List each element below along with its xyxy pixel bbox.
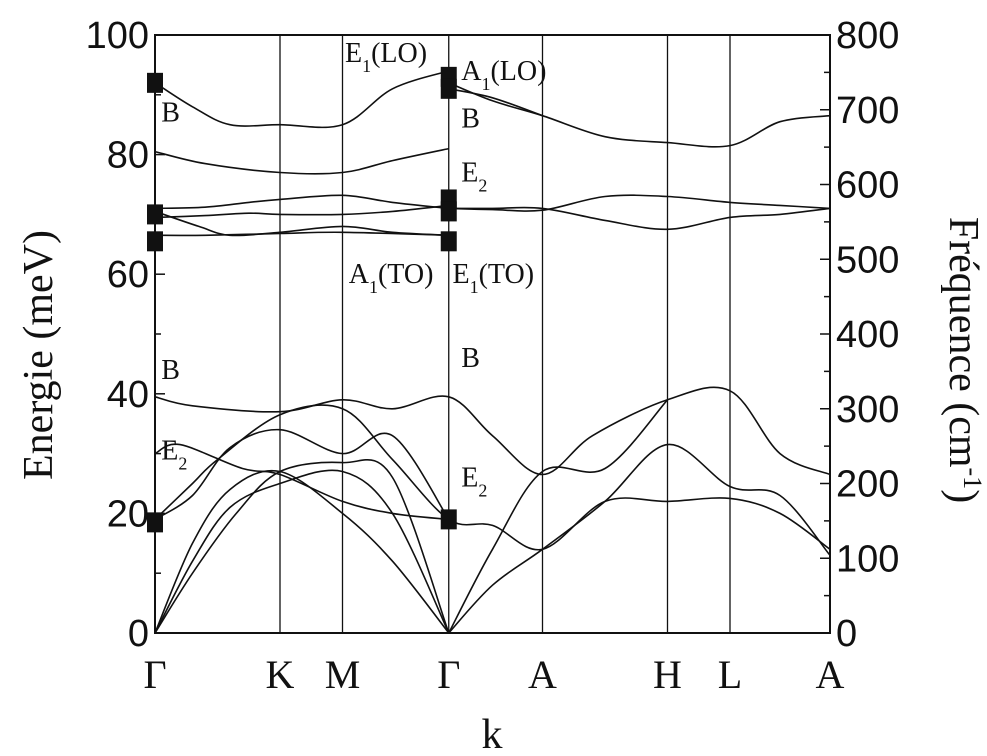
kpoint-label-5: A xyxy=(528,652,557,697)
mode-label-8: B xyxy=(161,355,180,386)
mode-label-3: A1(LO) xyxy=(461,56,546,94)
mode-label-main: A xyxy=(349,259,370,290)
kpoint-label-2: K xyxy=(266,652,295,697)
left-tick-label: 80 xyxy=(107,135,149,177)
left-tick-label: 100 xyxy=(86,15,149,57)
data-marker-6 xyxy=(440,78,457,99)
dispersion-branch-10 xyxy=(448,206,831,231)
mode-label-tail: (LO) xyxy=(490,56,546,87)
mode-label-tail: (TO) xyxy=(479,259,534,290)
mode-label-main: E xyxy=(453,259,470,290)
left-tick-label: 60 xyxy=(107,254,149,296)
kpoint-lines xyxy=(279,35,731,633)
dispersion-branch-16 xyxy=(154,469,450,634)
left-tick-label: 0 xyxy=(128,613,149,655)
kpoint-label-1: Γ xyxy=(143,652,166,697)
kpoint-label-3: M xyxy=(325,652,361,697)
right-tick-label: 0 xyxy=(836,613,857,655)
mode-label-main: B xyxy=(161,98,180,129)
right-tick-label: 800 xyxy=(836,15,899,57)
right-tick-labels: 0 100 200 300 400 500 600 700 800 xyxy=(836,15,899,655)
y-axis-title-left: Energie (meV) xyxy=(16,230,62,480)
mode-label-10: E2 xyxy=(161,436,187,474)
dispersion-branch-2 xyxy=(154,147,449,175)
dispersion-branch-3 xyxy=(154,194,449,210)
dispersion-branch-18 xyxy=(448,443,831,634)
data-marker-9 xyxy=(440,231,457,252)
dispersion-branch-19 xyxy=(448,399,669,634)
mode-label-main: E xyxy=(161,436,178,467)
mode-label-sub: 2 xyxy=(478,480,487,500)
mode-label-sub: 1 xyxy=(470,277,479,297)
mode-label-7: E1(TO) xyxy=(453,259,535,297)
left-tick-label: 20 xyxy=(107,493,149,535)
data-marker-8 xyxy=(440,201,457,222)
mode-label-11: E2 xyxy=(461,462,487,500)
dispersion-branch-9 xyxy=(448,194,831,212)
dispersion-branch-1 xyxy=(154,70,450,129)
dispersion-branch-8 xyxy=(448,88,543,117)
mode-label-tail: (LO) xyxy=(371,38,427,69)
mode-label-6: A1(TO) xyxy=(349,259,434,297)
mode-label-1: B xyxy=(161,98,180,129)
mode-label-sub: 2 xyxy=(478,176,487,196)
mode-label-sub: 2 xyxy=(178,454,187,474)
mode-label-2: E1(LO) xyxy=(345,38,427,76)
axis-ticks xyxy=(155,34,830,634)
data-markers xyxy=(147,66,457,533)
mode-label-main: B xyxy=(461,343,480,374)
mode-label-main: B xyxy=(161,355,180,386)
dispersion-branch-15 xyxy=(154,469,450,634)
dispersion-branch-11 xyxy=(154,386,831,476)
mode-label-tail: (TO) xyxy=(378,259,433,290)
left-tick-label: 40 xyxy=(107,374,149,416)
mode-label-main: E xyxy=(461,158,478,189)
dispersion-branch-7 xyxy=(448,82,831,148)
kpoint-label-6: H xyxy=(653,652,682,697)
mode-label-sub: 1 xyxy=(481,74,490,94)
data-marker-10 xyxy=(440,509,457,530)
mode-label-main: E xyxy=(461,462,478,493)
left-tick-labels: 0 20 40 60 80 100 xyxy=(86,15,149,655)
mode-label-main: E xyxy=(345,38,362,69)
right-tick-label: 400 xyxy=(836,314,899,356)
right-tick-label: 500 xyxy=(836,239,899,281)
dispersion-branch-14 xyxy=(154,459,450,634)
kpoint-label-4: Γ xyxy=(437,652,460,697)
right-tick-label: 600 xyxy=(836,165,899,207)
mode-label-sub: 1 xyxy=(369,277,378,297)
mode-label-sub: 1 xyxy=(362,56,371,76)
kpoint-label-7: L xyxy=(718,652,742,697)
dispersion-branch-13 xyxy=(154,428,450,521)
mode-label-5: E2 xyxy=(461,158,487,196)
mode-label-4: B xyxy=(461,104,480,135)
x-axis-title: k xyxy=(482,712,503,756)
right-tick-label: 300 xyxy=(836,389,899,431)
mode-label-9: B xyxy=(461,343,480,374)
right-tick-label: 700 xyxy=(836,90,899,132)
dispersion-branch-12 xyxy=(154,404,831,551)
right-tick-label: 100 xyxy=(836,538,899,580)
mode-label-main: B xyxy=(461,104,480,135)
y-axis-title-right: Fréquence (cm-1) xyxy=(940,217,987,503)
y-axis-title-right-sup: -1 xyxy=(959,468,987,490)
y-axis-title-right-close: ) xyxy=(940,489,986,503)
right-tick-label: 200 xyxy=(836,464,899,506)
kpoint-label-8: A xyxy=(816,652,845,697)
dispersion-curves xyxy=(154,70,831,634)
mode-label-main: A xyxy=(461,56,482,87)
plot-frame xyxy=(154,34,831,634)
y-axis-title-right-main: Fréquence (cm xyxy=(940,217,986,468)
